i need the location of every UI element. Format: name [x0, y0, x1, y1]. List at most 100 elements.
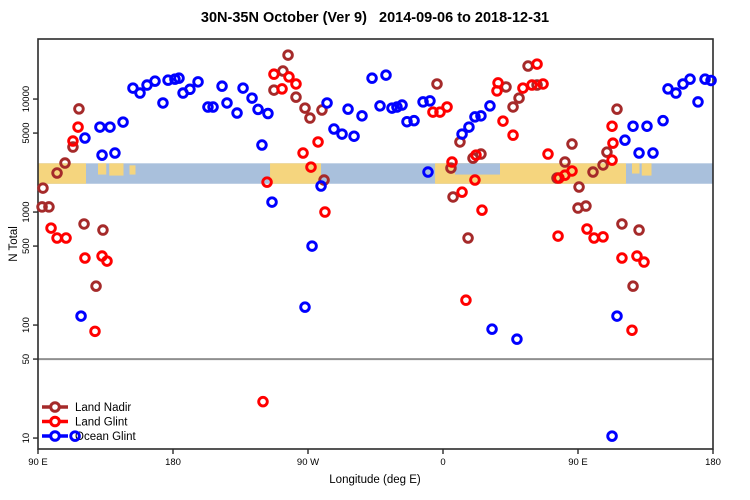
data-point — [266, 196, 278, 208]
data-point — [462, 232, 474, 244]
data-point — [72, 121, 84, 133]
data-point — [573, 181, 585, 193]
x-axis-title: Longitude (deg E) — [329, 474, 421, 486]
map-land-patch — [98, 163, 107, 175]
data-point — [396, 99, 408, 111]
map-land-patch — [129, 165, 136, 175]
data-point — [348, 130, 360, 142]
data-point — [559, 156, 571, 168]
data-point — [507, 101, 519, 113]
legend-label: Ocean Glint — [75, 431, 137, 443]
data-point — [328, 123, 340, 135]
data-point — [89, 325, 101, 338]
data-point — [60, 232, 72, 244]
data-point — [641, 120, 653, 132]
x-tick-label: 180 — [705, 457, 721, 468]
data-point — [627, 280, 639, 292]
legend-label: Land Nadir — [75, 402, 131, 414]
data-point — [319, 206, 331, 218]
data-point — [484, 100, 496, 112]
data-point — [431, 78, 443, 90]
data-point — [299, 301, 311, 313]
data-point — [633, 147, 645, 159]
data-point — [305, 161, 317, 173]
data-point — [43, 201, 55, 213]
data-point — [216, 80, 228, 92]
data-point — [475, 110, 487, 122]
data-point — [657, 114, 669, 127]
data-point — [299, 102, 311, 114]
data-point — [283, 71, 295, 83]
y-tick-label: 5000 — [21, 123, 32, 144]
data-point — [446, 156, 458, 168]
data-point — [69, 430, 81, 442]
data-point — [79, 132, 91, 144]
map-land-patch — [109, 163, 124, 176]
data-point — [221, 97, 233, 109]
data-point — [469, 174, 481, 186]
data-point — [566, 138, 578, 150]
data-point — [486, 323, 498, 335]
data-point — [306, 240, 318, 252]
data-point — [469, 111, 481, 123]
data-point — [104, 121, 116, 133]
data-point — [96, 149, 108, 161]
data-point — [321, 97, 333, 109]
data-point — [366, 72, 378, 84]
x-tick-label: 90 W — [297, 457, 319, 468]
data-point — [476, 204, 488, 216]
data-point — [647, 147, 659, 159]
data-point — [606, 154, 618, 166]
data-point — [162, 74, 174, 86]
y-tick-label: 500 — [21, 238, 32, 254]
data-point — [699, 73, 711, 85]
data-point — [342, 103, 354, 115]
data-point — [290, 78, 302, 90]
data-point — [316, 104, 328, 116]
data-point — [456, 128, 468, 140]
data-point — [619, 134, 631, 146]
map-strip — [38, 163, 713, 184]
map-land-patch — [632, 163, 640, 174]
data-point — [507, 129, 519, 141]
data-point — [566, 165, 578, 177]
data-point — [531, 58, 543, 70]
data-point — [51, 232, 63, 244]
data-point — [606, 120, 618, 132]
data-point — [90, 280, 102, 292]
data-point — [417, 96, 429, 108]
chart-title: 30N-35N October (Ver 9) 2014-09-06 to 20… — [200, 10, 550, 26]
data-point — [45, 222, 57, 234]
data-point — [356, 110, 368, 122]
data-point — [456, 186, 468, 198]
data-point — [237, 82, 249, 94]
data-point — [513, 92, 525, 104]
data-point — [336, 128, 348, 140]
legend-label: Land Glint — [75, 417, 128, 429]
data-point — [304, 112, 316, 124]
data-point — [531, 79, 543, 91]
data-point — [315, 180, 327, 192]
data-point — [670, 87, 682, 99]
data-point — [276, 83, 288, 95]
data-point — [597, 159, 609, 171]
data-point — [601, 146, 613, 158]
data-point — [491, 85, 503, 97]
legend-marker — [49, 415, 61, 428]
data-point — [67, 141, 79, 153]
map-ocean-patch — [455, 163, 500, 175]
data-point — [134, 87, 146, 99]
series-land-glint — [45, 58, 650, 408]
data-point — [297, 147, 309, 159]
data-point — [511, 333, 523, 345]
x-tick-label: 90 E — [568, 457, 588, 468]
y-axis-title: N Total — [8, 226, 20, 262]
data-point — [581, 223, 593, 235]
data-point — [633, 224, 645, 236]
data-point — [252, 103, 264, 116]
data-point — [638, 256, 650, 268]
data-point — [588, 232, 600, 244]
data-point — [246, 92, 258, 104]
data-point — [149, 75, 161, 87]
